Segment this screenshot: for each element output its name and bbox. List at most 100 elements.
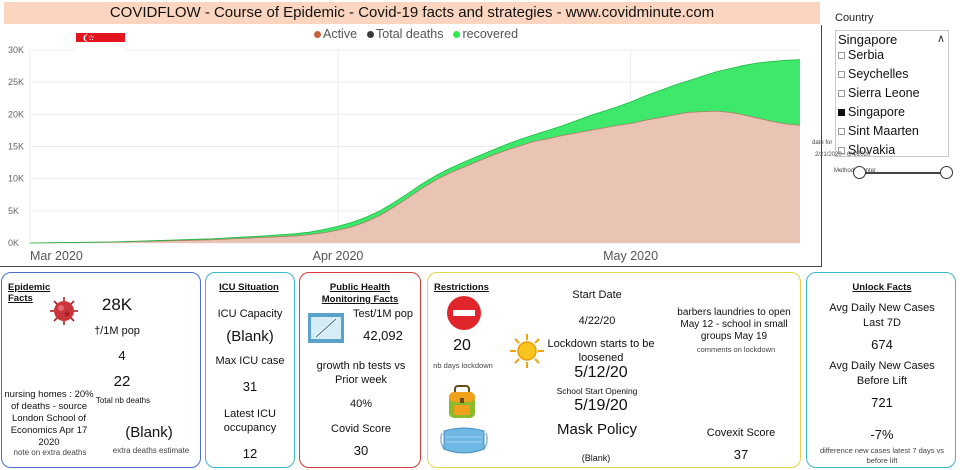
loosen-date-value: 5/12/20 <box>574 364 628 381</box>
new-cases-diff-label: difference new cases latest 7 days vs be… <box>819 446 945 465</box>
lockdown-days-label: nb days lockdown <box>433 361 493 370</box>
country-item[interactable]: Sint Maarten <box>838 124 919 138</box>
country-item-label: Sint Maarten <box>848 124 919 138</box>
icu-capacity-value: (Blank) <box>226 328 274 345</box>
country-item[interactable]: Serbia <box>838 48 884 62</box>
legend-total-deaths-label: Total deaths <box>376 27 444 41</box>
extra-deaths-value: (Blank) <box>125 424 173 441</box>
unlock-facts-title: Unlock Facts <box>852 282 912 293</box>
school-bag-icon <box>449 385 475 418</box>
country-item[interactable]: Seychelles <box>838 67 908 81</box>
test-swab-icon <box>308 313 344 343</box>
date-slider-track[interactable] <box>858 172 946 174</box>
checkbox-icon[interactable] <box>838 70 845 78</box>
date-slider-end-handle[interactable] <box>940 166 953 179</box>
country-item-label: Seychelles <box>848 67 909 81</box>
restrictions-title: Restrictions <box>434 282 489 293</box>
legend-recovered-dot <box>453 30 461 38</box>
country-item-label: Sierra Leone <box>848 86 920 100</box>
face-mask-icon <box>440 427 488 454</box>
new-cases-diff-value: -7% <box>870 427 894 442</box>
series-active-line <box>29 110 801 244</box>
public-health-panel: Public Health Monitoring Facts Test/1M p… <box>299 272 421 468</box>
country-item-label: Slovakia <box>848 143 896 157</box>
start-date-value: 4/22/20 <box>578 315 616 327</box>
country-selected-value[interactable]: Singapore <box>838 32 898 47</box>
y-tick-label: 30K <box>8 45 24 55</box>
covid-score-label: Covid Score <box>331 423 391 435</box>
public-health-title: Public Health Monitoring Facts <box>321 282 399 305</box>
country-item-label: Serbia <box>848 48 885 62</box>
checkbox-icon[interactable] <box>838 146 845 154</box>
mask-policy-label: Mask Policy <box>556 421 638 438</box>
country-item[interactable]: Slovakia <box>838 143 896 157</box>
no-entry-icon <box>447 296 481 330</box>
country-item-label: Singapore <box>848 105 905 119</box>
checkbox-icon[interactable] <box>838 51 845 59</box>
mask-policy-value: (Blank) <box>581 453 611 463</box>
series-recovered-line <box>29 59 801 244</box>
school-opening-label: School Start Opening <box>556 386 638 396</box>
legend-active-label: Active <box>323 27 358 41</box>
singapore-flag-icon <box>76 33 125 51</box>
avg-last-7d-label: Avg Daily New Cases Last 7D <box>829 302 935 329</box>
country-slicer-label: Country <box>835 12 874 24</box>
legend-total-deaths[interactable]: Total deaths <box>367 27 443 41</box>
chart-frame <box>0 25 822 267</box>
max-icu-case-label: Max ICU case <box>215 355 285 367</box>
covexit-score-label: Covexit Score <box>706 427 776 439</box>
y-tick-label: 0K <box>8 238 19 248</box>
checkbox-checked-icon[interactable] <box>838 108 845 116</box>
epidemic-area-chart[interactable]: 0K 5K 10K 15K 20K 25K 30K Mar 2020 Apr 2020 May 2… <box>0 25 822 267</box>
restrictions-panel: Restrictions 20 nb days lockdown Start D… <box>427 272 801 468</box>
country-slicer[interactable]: Singapore ∧ Serbia Seychelles Sierra Leo… <box>835 30 949 157</box>
y-tick-label: 5K <box>8 206 19 216</box>
sun-icon <box>510 334 544 368</box>
icu-occupancy-label: Latest ICU occupancy <box>223 408 277 434</box>
checkbox-icon[interactable] <box>838 127 845 135</box>
loosen-label: Lockdown starts to be loosened <box>547 338 655 364</box>
virus-icon <box>50 297 78 325</box>
covexit-score-value: 37 <box>733 447 749 462</box>
lockdown-days-value: 20 <box>453 337 471 354</box>
icu-capacity-label: ICU Capacity <box>217 308 283 320</box>
max-icu-case-value: 31 <box>242 379 258 394</box>
legend-active-dot <box>314 30 321 38</box>
country-item[interactable]: Sierra Leone <box>838 86 920 100</box>
test-growth-value: 40% <box>349 398 373 410</box>
icu-occupancy-value: 12 <box>242 446 258 461</box>
avg-before-lift-label: Avg Daily New Cases Before Lift <box>829 360 935 387</box>
epidemic-facts-title: Epidemic Facts <box>8 282 51 304</box>
y-tick-label: 10K <box>8 174 24 184</box>
total-cases-value: 28K <box>101 295 133 314</box>
country-item[interactable]: Singapore <box>838 105 905 119</box>
checkbox-icon[interactable] <box>838 89 845 97</box>
chart-legend: Active Total deaths recovered <box>314 27 518 41</box>
lockdown-comment: barbers laundries to open May 12 - schoo… <box>677 307 791 342</box>
covid-score-value: 30 <box>353 443 369 458</box>
series-active-area <box>30 111 800 243</box>
lockdown-comment-label: comments on lockdown <box>696 345 776 354</box>
icu-situation-title: ICU Situation <box>219 282 279 293</box>
total-deaths-value: 22 <box>113 373 131 390</box>
x-tick-label: Apr 2020 <box>313 249 364 263</box>
epidemic-facts-panel: Epidemic Facts 28K †/1M pop 4 nursing ho… <box>1 272 201 468</box>
x-tick-label: Mar 2020 <box>30 249 83 263</box>
extra-deaths-note-label: note on extra deaths <box>13 448 87 457</box>
start-date-label: Start Date <box>572 289 622 301</box>
unlock-facts-panel: Unlock Facts Avg Daily New Cases Last 7D… <box>806 272 956 468</box>
legend-recovered[interactable]: recovered <box>453 27 518 41</box>
tests-per-1m-value: 42,092 <box>363 328 403 343</box>
legend-recovered-label: recovered <box>462 27 519 41</box>
page-title: COVIDFLOW - Course of Epidemic - Covid-1… <box>4 2 820 24</box>
avg-before-lift-value: 721 <box>871 395 893 410</box>
date-slider-start-handle[interactable] <box>853 166 866 179</box>
chevron-up-icon[interactable]: ∧ <box>936 33 945 45</box>
avg-last-7d-value: 674 <box>871 337 893 352</box>
date-range-value: 2/21/2020 - 6/4/2020 <box>815 152 871 158</box>
nursing-home-note: nursing homes : 20% of deaths - source L… <box>4 389 94 448</box>
x-tick-label: May 2020 <box>603 249 658 263</box>
school-opening-value: 5/19/20 <box>574 397 628 414</box>
y-tick-label: 20K <box>8 109 24 119</box>
legend-active[interactable]: Active <box>314 27 357 41</box>
